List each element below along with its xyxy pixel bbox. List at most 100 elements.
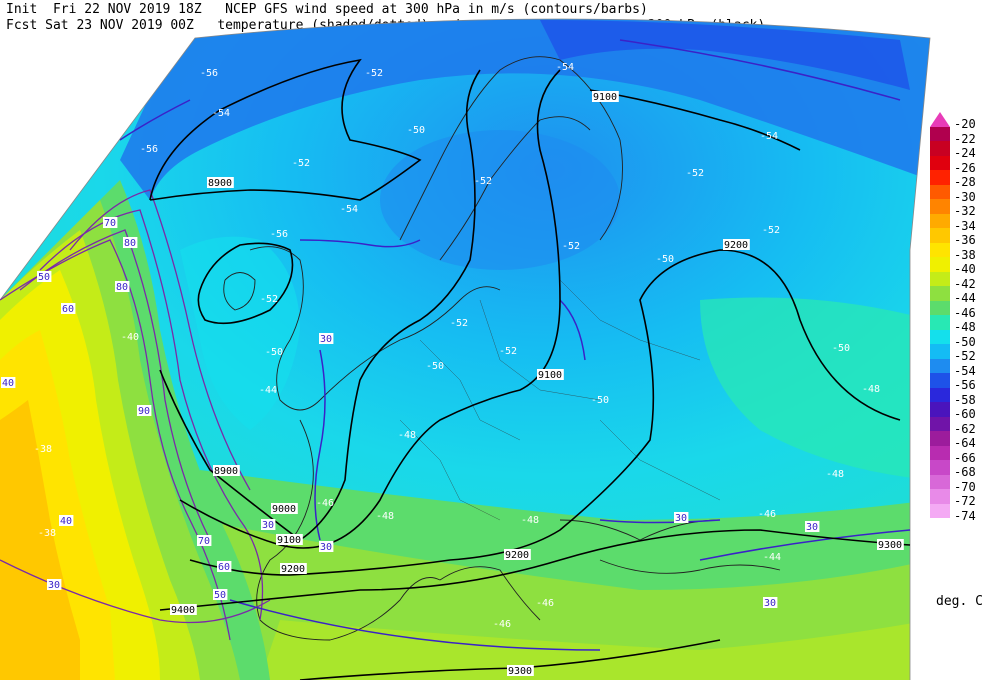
legend-label: -62: [954, 421, 976, 436]
height-label: 9200: [724, 240, 748, 251]
wind-speed-label: 30: [48, 580, 60, 591]
temperature-label: -52: [762, 225, 780, 236]
temperature-label: -52: [450, 318, 468, 329]
legend-swatch: [930, 199, 950, 214]
temperature-label: -52: [292, 158, 310, 169]
legend-swatch: [930, 257, 950, 272]
wind-contour-9: [599, 519, 721, 524]
temp-cold-north: [120, 19, 930, 200]
wind-speed-label: 80: [116, 282, 128, 293]
height-label-bg: [213, 465, 240, 476]
temperature-label: -54: [340, 204, 358, 215]
coast-north-sea: [319, 286, 501, 401]
legend-label: -32: [954, 204, 976, 218]
temperature-label: -48: [398, 430, 416, 441]
wind-contour-7: [314, 349, 326, 541]
legend-label: -40: [954, 262, 976, 276]
wind-contour-11: [229, 599, 601, 651]
legend-label: -28: [954, 175, 976, 189]
border-b: [479, 299, 601, 401]
wind-speed-label: 30: [764, 598, 776, 609]
coast-turkey: [599, 559, 781, 574]
wind-speed-label: 70: [104, 218, 116, 229]
legend-swatch: [930, 445, 950, 460]
wind-contour-4: [69, 189, 251, 491]
wind-contour-6: [299, 239, 421, 248]
temperature-label: -50: [591, 395, 609, 406]
temperature-label: -52: [499, 346, 517, 357]
coast-ireland: [223, 272, 256, 311]
temperature-label: -54: [212, 108, 230, 119]
temperature-label: -50: [265, 347, 283, 358]
legend-label: -38: [954, 247, 976, 262]
legend-label: -74: [954, 508, 976, 523]
height-label: 9200: [281, 564, 305, 575]
legend-label: -36: [954, 233, 976, 247]
wind-speed-label: 60: [218, 562, 230, 573]
temperature-label: -48: [376, 511, 394, 522]
height-label: 9400: [171, 605, 195, 616]
wind-contours-blue: [119, 39, 911, 651]
legend-label: -48: [954, 320, 976, 334]
legend-label: -42: [954, 276, 976, 291]
temperature-label: -50: [832, 343, 850, 354]
legend-label: -22: [954, 131, 976, 146]
temperature-labels: -52 -54 -50 -52 -52 -54 -52 -52 -54 -52 -52 -52 -50 -…: [34, 62, 880, 630]
wind-contour-3: [39, 209, 264, 621]
wind-speed-label-bg: [217, 561, 232, 572]
legend-swatch: [930, 344, 950, 359]
legend-swatch: [930, 460, 950, 475]
legend-swatch: [930, 373, 950, 388]
wind-speed-label-bg: [59, 515, 74, 526]
wind-speed-label: 30: [262, 520, 274, 531]
legend-swatch: [930, 402, 950, 417]
height-label: 8900: [208, 178, 232, 189]
coast-sweden: [439, 116, 591, 261]
legend-swatch: [930, 387, 950, 402]
temperature-label: -54: [556, 62, 574, 73]
height-contour-9300: [159, 529, 911, 611]
wind-speed-label: 90: [138, 406, 150, 417]
legend-swatch: [930, 242, 950, 257]
wind-speed-label: 30: [806, 522, 818, 533]
wind-speed-label-bg: [261, 519, 276, 530]
legend-swatch: [930, 228, 950, 243]
wind-speed-label: 50: [214, 590, 226, 601]
legend-label: -50: [954, 334, 976, 349]
header-init-line: Init Fri 22 NOV 2019 18Z NCEP GFS wind s…: [6, 2, 648, 17]
temperature-label: -46: [758, 509, 776, 520]
legend-swatch: [930, 126, 950, 141]
country-borders: [399, 279, 721, 521]
wind-speed-label: 40: [60, 516, 72, 527]
wind-speed-label-bg: [115, 281, 130, 292]
height-label-bg: [504, 549, 531, 560]
legend-swatch: [930, 184, 950, 199]
temperature-label: -40: [121, 332, 139, 343]
wind-speed-label-bg: [197, 535, 212, 546]
temperature-label: -44: [763, 552, 781, 563]
wind-contour-5: [0, 559, 271, 624]
wind-speed-label: 40: [2, 378, 14, 389]
legend-swatch: [930, 489, 950, 504]
wind-speed-label: 60: [62, 304, 74, 315]
legend-swatch: [930, 431, 950, 446]
border-a: [419, 339, 521, 441]
height-label: 9300: [508, 666, 532, 677]
height-label-bg: [280, 563, 307, 574]
legend-swatch: [930, 286, 950, 301]
temperature-label: -38: [38, 528, 56, 539]
height-label-bg: [592, 91, 619, 102]
wind-speed-label-bg: [319, 333, 334, 344]
temperature-label: -48: [521, 515, 539, 526]
wind-speed-label-bg: [123, 237, 138, 248]
wind-contour-2: [19, 229, 211, 541]
height-label: 8900: [214, 466, 238, 477]
height-label: 9100: [277, 535, 301, 546]
height-label-bg: [276, 534, 303, 545]
wind-speed-label: 30: [320, 334, 332, 345]
height-contour-9000: [159, 69, 481, 541]
legend-swatch: [930, 112, 950, 127]
legend-label: -64: [954, 436, 976, 450]
temp-coldest-north: [540, 20, 910, 90]
